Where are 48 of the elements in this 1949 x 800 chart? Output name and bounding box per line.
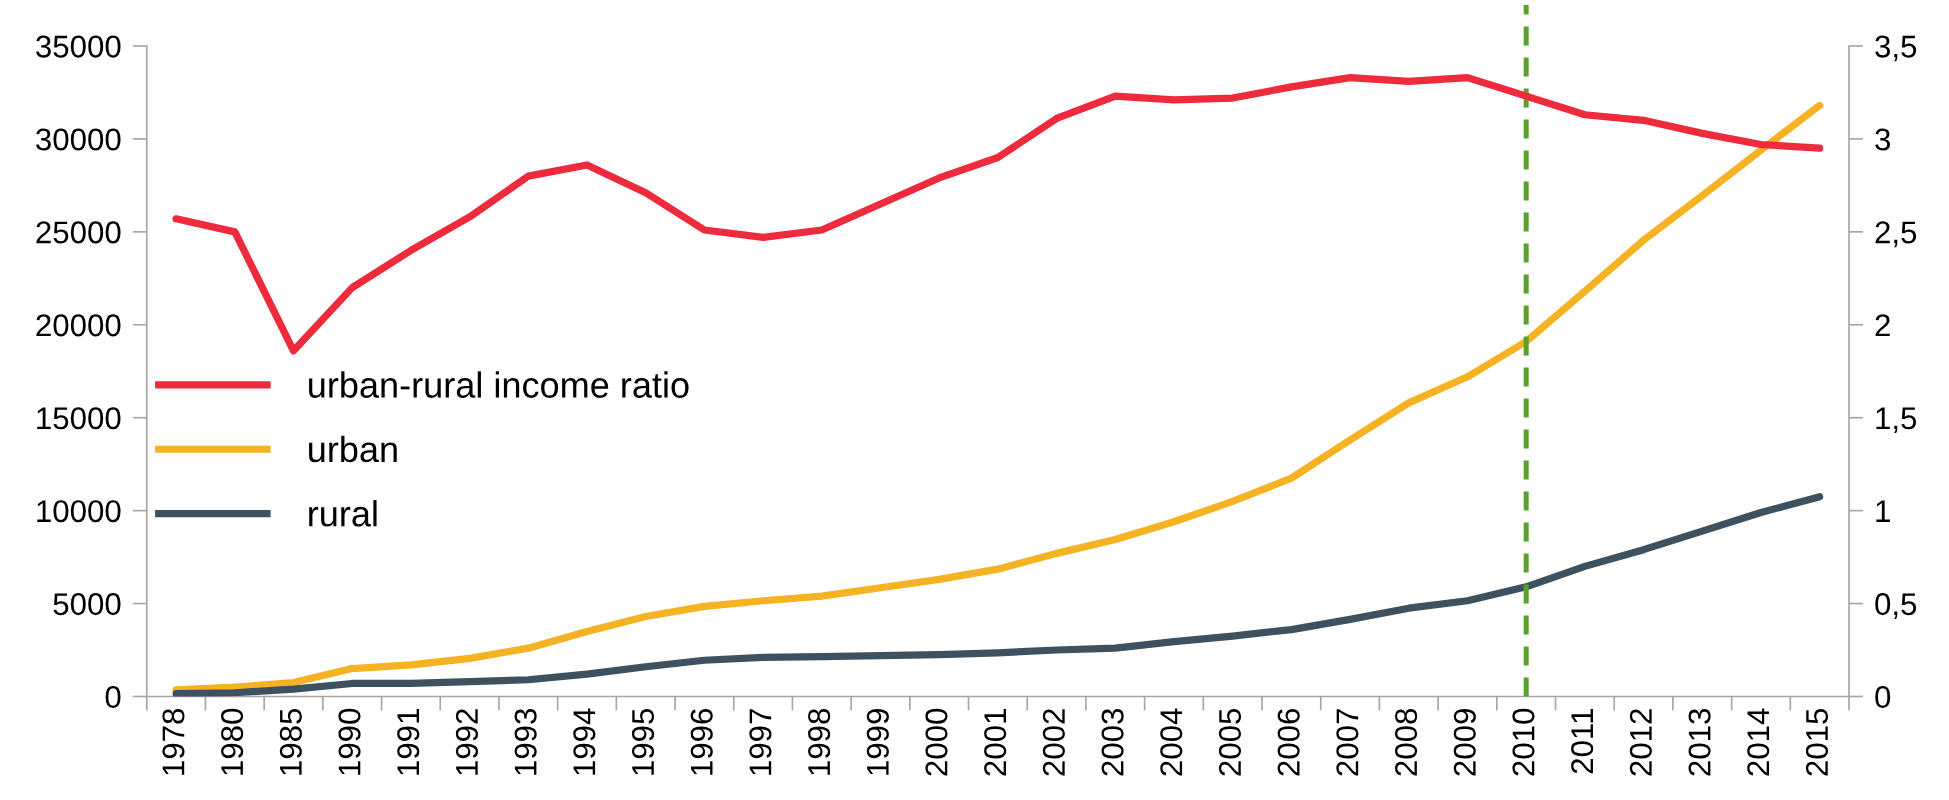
x-tick-label: 2013 [1688, 708, 1711, 776]
x-tick-label: 2012 [1629, 709, 1652, 776]
y2-tick-label: 1,5 [1876, 407, 1917, 434]
x-tick-label: 2004 [1160, 708, 1183, 776]
x-tick-label: 1980 [221, 708, 244, 775]
x-tick-label: 2015 [1805, 708, 1829, 776]
y-tick-label: 15000 [37, 407, 121, 430]
x-tick-label: 1998 [808, 708, 831, 775]
y-tick-label: 5000 [53, 593, 121, 616]
x-tick-label: 1994 [573, 708, 596, 775]
legend-label: urban [309, 435, 397, 463]
x-tick-label: 1985 [279, 708, 302, 775]
legend-label: urban-rural income ratio [309, 371, 689, 398]
y2-tick-label: 2,5 [1875, 221, 1917, 248]
x-tick-label: 1996 [690, 708, 713, 775]
legend-label: rural [309, 500, 377, 527]
x-tick-label: 1990 [338, 708, 361, 775]
y2-tick-label: 2 [1875, 314, 1890, 337]
x-tick-label: 2007 [1336, 709, 1359, 776]
y2-tick-label: 1 [1876, 500, 1890, 522]
y-tick-label: 0 [105, 685, 121, 709]
x-tick-label: 1992 [455, 709, 478, 775]
x-tick-label: 2002 [1042, 709, 1065, 776]
y-tick-label: 35000 [36, 35, 121, 58]
x-tick-label: 2003 [1101, 708, 1124, 776]
y2-tick-label: 0,5 [1875, 593, 1917, 619]
x-tick-label: 2001 [984, 709, 1007, 776]
y2-tick-label: 3,5 [1875, 35, 1917, 62]
x-tick-label: 2010 [1512, 708, 1535, 776]
x-tick-label: 1995 [631, 708, 655, 775]
y-tick-label: 20000 [36, 314, 121, 337]
x-tick-label: 2011 [1571, 709, 1594, 774]
x-tick-label: 2008 [1395, 708, 1418, 776]
y2-tick-label: 3 [1875, 128, 1891, 151]
y-tick-label: 10000 [37, 500, 121, 523]
x-tick-label: 1999 [866, 709, 889, 775]
y2-tick-label: 0 [1875, 685, 1891, 709]
x-tick-label: 2006 [1277, 708, 1300, 776]
x-tick-label: 1997 [749, 709, 772, 775]
x-tick-label: 2009 [1453, 709, 1476, 776]
y-tick-label: 25000 [36, 221, 121, 244]
x-tick-label: 1978 [162, 708, 185, 775]
x-tick-label: 2000 [925, 708, 948, 776]
x-tick-label: 1993 [514, 708, 537, 775]
x-tick-label: 2014 [1747, 708, 1770, 776]
y-tick-label: 30000 [36, 128, 121, 151]
x-tick-label: 1991 [397, 709, 420, 775]
x-tick-label: 2005 [1218, 708, 1242, 776]
